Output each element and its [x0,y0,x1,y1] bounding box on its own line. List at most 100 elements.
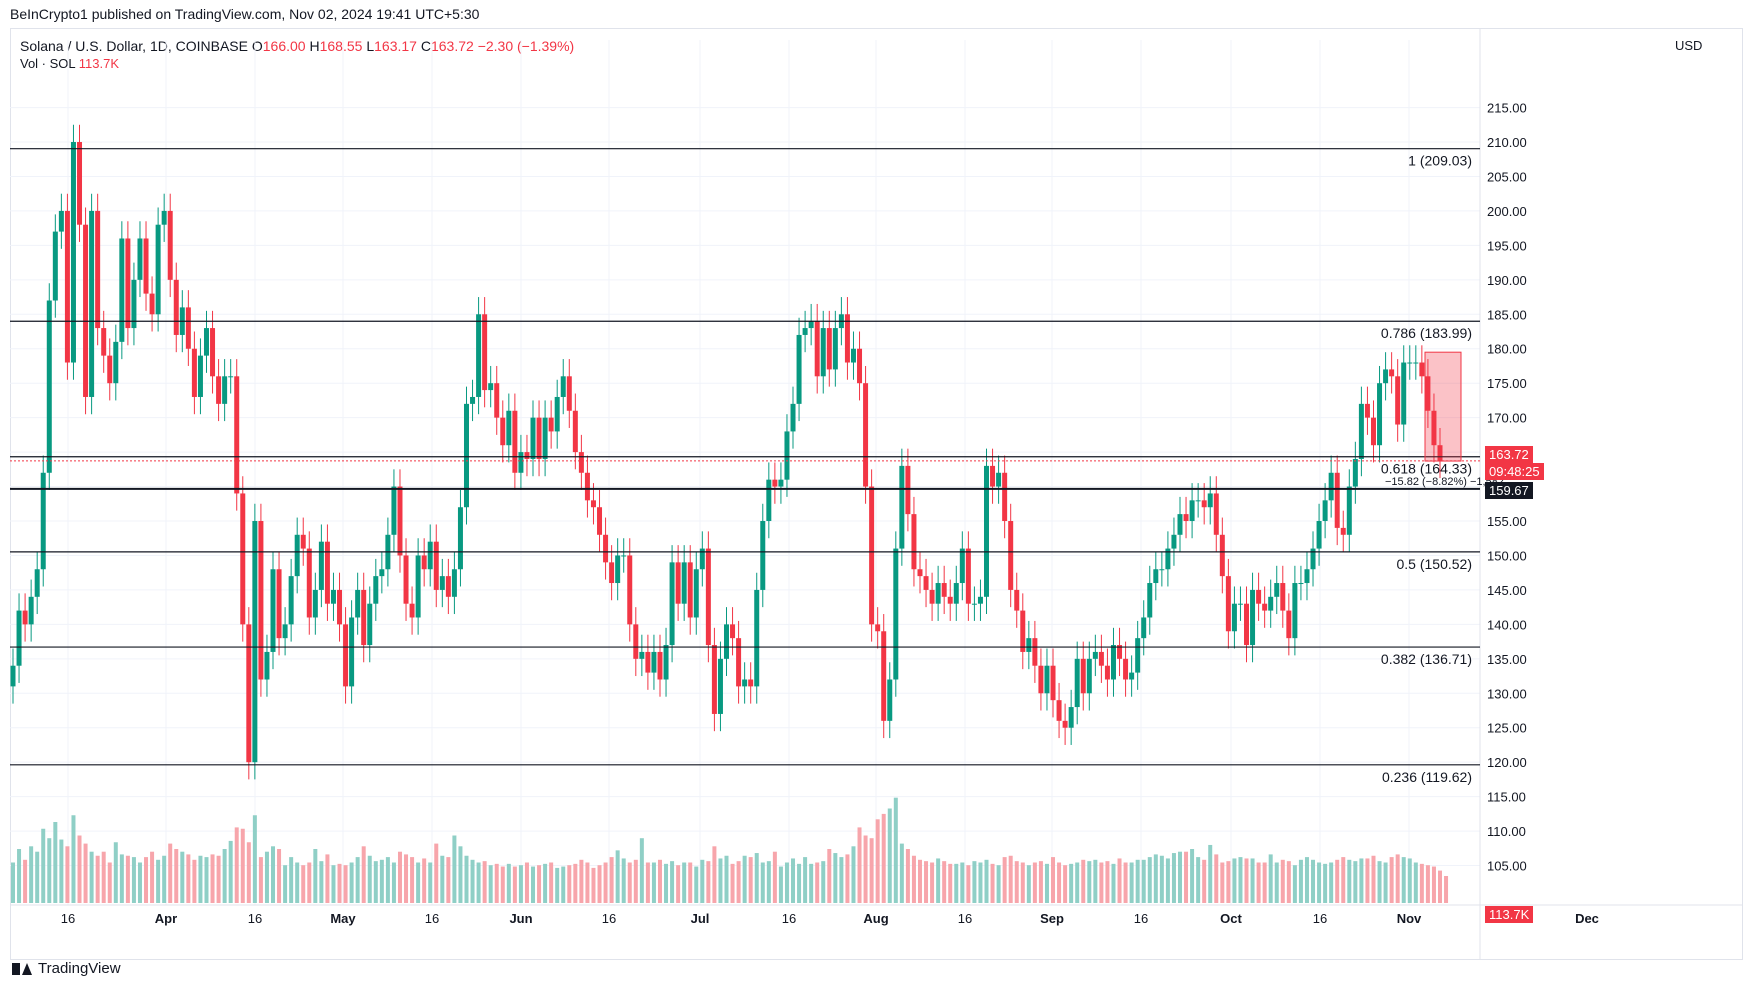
candle-body [367,603,373,646]
volume-bar [1438,870,1442,903]
candle-body [415,555,421,618]
x-tick-label: Jul [691,911,710,926]
candle-body [935,583,941,604]
candle-body [1316,521,1322,549]
x-tick-label: Sep [1040,911,1064,926]
volume-bar [827,849,832,903]
volume-bar [1014,861,1019,903]
candle-body [971,603,977,605]
volume-bar [537,865,542,903]
volume-bar [917,859,922,903]
volume-bar [107,862,112,903]
candle-body [1159,569,1165,571]
volume-bar [1008,855,1013,903]
candle-body [282,624,288,639]
volume-bar [984,859,989,903]
volume-bar [1226,861,1231,903]
candle-body [1195,500,1201,502]
volume-bar [966,865,971,903]
volume-bar [458,846,463,903]
candle-body [1020,610,1026,652]
volume-bar [772,851,777,903]
candle-body [40,472,46,570]
candle-body [361,589,367,646]
y-tick-label: 195.00 [1487,238,1527,253]
volume-bar [1063,865,1068,903]
volume-bar [1274,862,1279,903]
candle-body [1153,569,1159,584]
volume-bar [1268,854,1273,903]
volume-bar [476,862,481,903]
volume-bar [651,862,656,903]
volume-bar [567,865,572,903]
volume-bar [591,867,596,903]
volume-bar [1051,857,1056,903]
volume-bar [1244,858,1249,903]
volume-value: 113.7K [78,56,120,71]
candle-body [246,624,252,763]
candle-body [125,238,131,329]
volume-bar [645,862,650,903]
volume-bar [555,867,560,903]
candle-body [506,410,512,446]
symbol-label: Solana / U.S. Dollar, 1D, COINBASE [20,38,248,54]
volume-bar [11,862,15,903]
volume-bar [1020,862,1025,903]
volume-bar [815,862,820,903]
candle-body [1008,521,1014,590]
candle-body [699,548,705,570]
volume-bar [911,855,916,903]
candle-body [850,348,856,363]
volume-bar [1184,851,1189,903]
candle-body [893,548,899,680]
volume-bar [881,813,886,903]
currency-button[interactable]: USD [1675,38,1703,53]
high-value: 168.55 [319,38,363,54]
candle-body [1080,658,1086,694]
volume-bar [1123,862,1128,903]
candle-body [826,328,832,370]
candle-body [1038,665,1044,694]
candle-body [355,589,361,618]
candle-body [337,589,343,625]
volume-bar [863,835,868,903]
volume-bar [41,828,46,903]
volume-bar [174,849,179,903]
candle-body [463,403,469,508]
volume-bar [470,859,475,903]
candle-body [965,548,971,604]
candle-body [530,417,536,459]
candle-body [705,548,711,646]
candle-body [470,396,476,404]
volume-bar [1444,876,1449,903]
candle-body [1074,658,1080,708]
candle-body [1237,603,1243,605]
candle-body [167,210,173,280]
x-tick-label: 16 [602,911,616,926]
y-tick-label: 140.00 [1487,617,1527,632]
volume-bar [766,861,771,903]
candle-body [1014,589,1020,611]
y-tick-label: 150.00 [1487,548,1527,563]
candle-body [1431,410,1437,446]
candle-body [77,142,83,225]
y-tick-label: 145.00 [1487,583,1527,598]
candle-body [34,569,40,597]
tradingview-brand[interactable]: TradingView [12,960,121,977]
volume-bar [1419,863,1424,903]
candle-body [1407,362,1413,364]
candle-body [1286,610,1292,639]
volume-bar [35,851,40,903]
candle-body [439,576,445,590]
candle-body [228,376,234,378]
candle-body [1201,500,1207,508]
close-label: C [420,38,431,54]
volume-bar [1262,862,1267,903]
volume-bar [839,857,844,903]
candle-body [107,355,113,384]
volume-bar [65,846,70,903]
volume-bar [222,849,227,903]
volume-bar [258,857,263,903]
candle-body [1062,720,1068,728]
